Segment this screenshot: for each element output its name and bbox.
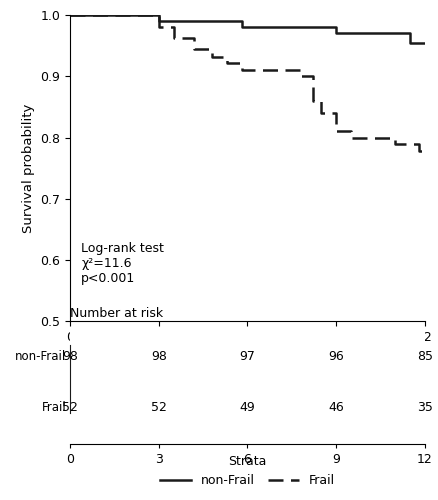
Frail [378,134,383,140]
non-Frail [67,12,73,18]
non-Frail [239,18,244,24]
Frail [67,12,73,18]
Frail [171,24,176,30]
Line: Frail: Frail [70,15,425,151]
Text: 52: 52 [62,401,78,414]
Y-axis label: Survival probability: Survival probability [22,104,35,233]
Frail [422,148,427,154]
Text: 98: 98 [151,350,167,363]
Frail [192,34,197,40]
Frail [239,60,244,66]
non-Frail [334,30,339,36]
non-Frail [422,40,427,46]
Text: 49: 49 [240,401,255,414]
Frail [298,67,303,73]
Line: non-Frail: non-Frail [70,15,425,42]
Frail [334,110,339,116]
Frail [260,67,265,73]
Text: non-Frail: non-Frail [15,350,67,363]
Frail [310,74,315,80]
Frail [348,134,353,140]
non-Frail [407,40,413,46]
Frail [209,46,215,52]
Frail [416,148,421,154]
Frail [239,67,244,73]
non-Frail [156,12,161,18]
non-Frail [334,24,339,30]
Frail [416,140,421,146]
Text: 85: 85 [417,350,433,363]
non-Frail [239,24,244,30]
Frail [224,54,230,60]
Text: 96: 96 [328,350,344,363]
Frail [310,98,315,104]
Text: Frail: Frail [42,401,67,414]
Frail [319,98,324,104]
Frail [224,60,230,66]
non-Frail [156,18,161,24]
Frail [192,46,197,52]
Text: Number at risk: Number at risk [70,307,163,320]
Legend: non-Frail, Frail: non-Frail, Frail [160,454,335,487]
Text: 98: 98 [62,350,78,363]
Frail [319,110,324,116]
Frail [156,12,161,18]
Text: 52: 52 [151,401,167,414]
Frail [334,128,339,134]
Frail [298,74,303,80]
Frail [378,134,383,140]
Text: 35: 35 [417,401,433,414]
Text: Log-rank test
χ²=11.6
p<0.001: Log-rank test χ²=11.6 p<0.001 [81,242,164,284]
Frail [260,67,265,73]
Frail [392,134,398,140]
Text: 97: 97 [240,350,255,363]
X-axis label: Follow-up Time(months): Follow-up Time(months) [167,350,328,362]
Frail [171,34,176,40]
Frail [156,24,161,30]
Text: 46: 46 [328,401,344,414]
Frail [348,128,353,134]
Frail [209,54,215,60]
Frail [392,140,398,146]
non-Frail [407,30,413,36]
